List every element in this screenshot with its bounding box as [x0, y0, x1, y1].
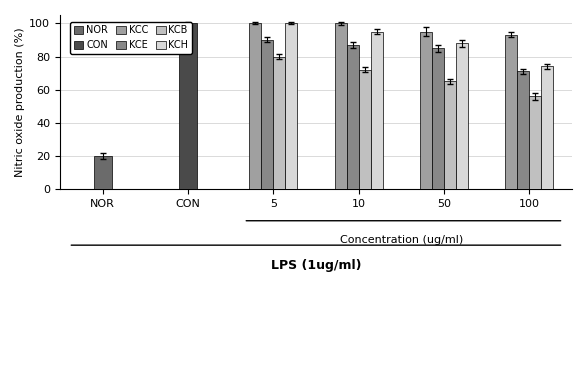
Bar [285, 23, 297, 189]
Bar [359, 70, 370, 189]
Bar [456, 43, 468, 189]
Bar [335, 23, 347, 189]
Bar [432, 48, 444, 189]
Bar [541, 66, 553, 189]
Bar [505, 35, 517, 189]
Bar [517, 71, 529, 189]
Text: LPS (1ug/ml): LPS (1ug/ml) [271, 259, 361, 272]
Bar [420, 32, 432, 189]
Text: Concentration (ug/ml): Concentration (ug/ml) [340, 235, 463, 245]
Bar [370, 32, 383, 189]
Bar [261, 40, 274, 189]
Bar [347, 45, 359, 189]
Bar [444, 81, 456, 189]
Y-axis label: Nitric oxide production (%): Nitric oxide production (%) [15, 27, 25, 177]
Bar [179, 23, 197, 189]
Legend: NOR, CON, KCC, KCE, KCB, KCH: NOR, CON, KCC, KCE, KCB, KCH [70, 22, 193, 54]
Bar [93, 156, 112, 189]
Bar [529, 97, 541, 189]
Bar [249, 23, 261, 189]
Bar [274, 57, 285, 189]
